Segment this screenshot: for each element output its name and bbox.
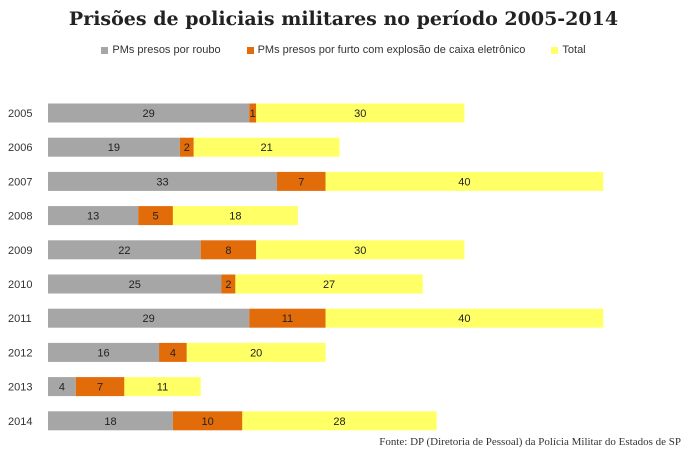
data-label: 2 bbox=[184, 142, 190, 154]
data-label: 1 bbox=[250, 108, 256, 120]
data-label: 8 bbox=[225, 245, 231, 257]
legend-label: PMs presos por furto com explosão de cai… bbox=[257, 44, 526, 56]
bar-segment bbox=[249, 308, 326, 328]
data-label: 13 bbox=[87, 211, 99, 223]
legend: PMs presos por roubo PMs presos por furt… bbox=[0, 44, 687, 56]
data-label: 4 bbox=[170, 347, 176, 359]
bar-segment bbox=[193, 137, 340, 157]
bar-segment bbox=[48, 377, 76, 397]
year-label: 2005 bbox=[8, 108, 32, 120]
legend-label: Total bbox=[562, 44, 586, 56]
data-label: 10 bbox=[201, 416, 213, 428]
data-label: 19 bbox=[108, 142, 120, 154]
bar-segment bbox=[179, 137, 194, 157]
year-label: 2009 bbox=[8, 245, 32, 257]
chart-title: Prisões de policiais militares no períod… bbox=[68, 8, 619, 30]
data-label: 29 bbox=[143, 313, 155, 325]
year-label: 2012 bbox=[8, 347, 32, 359]
data-label: 5 bbox=[153, 211, 159, 223]
legend-label: PMs presos por roubo bbox=[112, 44, 221, 56]
data-label: 7 bbox=[298, 176, 304, 188]
bar-segment bbox=[48, 342, 160, 362]
bar-segment bbox=[48, 206, 139, 226]
data-label: 40 bbox=[458, 313, 470, 325]
bar-segment bbox=[159, 342, 187, 362]
bar-segment bbox=[124, 377, 201, 397]
year-label: 2006 bbox=[8, 142, 32, 154]
year-label: 2014 bbox=[8, 416, 32, 428]
bar-segment bbox=[48, 103, 250, 123]
bar-segment bbox=[48, 240, 201, 260]
data-label: 11 bbox=[282, 313, 293, 325]
year-label: 2011 bbox=[8, 313, 32, 325]
data-label: 30 bbox=[354, 245, 366, 257]
legend-swatch bbox=[551, 46, 559, 54]
data-label: 27 bbox=[323, 279, 335, 291]
bar-segment bbox=[48, 274, 222, 294]
data-label: 30 bbox=[354, 108, 366, 120]
year-label: 2007 bbox=[8, 176, 32, 188]
data-label: 11 bbox=[157, 382, 168, 394]
data-label: 28 bbox=[333, 416, 345, 428]
data-label: 33 bbox=[156, 176, 168, 188]
data-label: 2 bbox=[225, 279, 231, 291]
data-label: 40 bbox=[458, 176, 470, 188]
bar-segment bbox=[221, 274, 236, 294]
legend-swatch bbox=[101, 46, 109, 54]
legend-item-roubo: PMs presos por roubo bbox=[101, 44, 221, 56]
bar-segment bbox=[249, 103, 257, 123]
bar-segment bbox=[186, 342, 326, 362]
bar-segment bbox=[172, 206, 298, 226]
year-label: 2010 bbox=[8, 279, 32, 291]
bar-segment bbox=[256, 103, 465, 123]
data-label: 16 bbox=[97, 347, 109, 359]
bar-segment bbox=[48, 411, 173, 431]
data-label: 21 bbox=[260, 142, 272, 154]
data-label: 7 bbox=[97, 382, 103, 394]
data-label: 22 bbox=[118, 245, 130, 257]
bar-segment bbox=[48, 171, 278, 191]
bar-segment bbox=[75, 377, 125, 397]
bar-segment bbox=[277, 171, 326, 191]
data-label: 18 bbox=[104, 416, 116, 428]
data-label: 4 bbox=[59, 382, 65, 394]
bar-segment bbox=[256, 240, 465, 260]
legend-swatch bbox=[246, 46, 254, 54]
legend-item-total: Total bbox=[551, 44, 586, 56]
year-label: 2013 bbox=[8, 382, 32, 394]
data-label: 25 bbox=[129, 279, 141, 291]
bar-segment bbox=[325, 308, 604, 328]
bar-segment bbox=[48, 137, 180, 157]
bar-segment bbox=[200, 240, 257, 260]
data-label: 18 bbox=[229, 211, 241, 223]
bar-segment bbox=[172, 411, 243, 431]
source-note: Fonte: DP (Diretoria de Pessoal) da Polí… bbox=[379, 436, 681, 448]
bar-segment bbox=[235, 274, 423, 294]
data-label: 29 bbox=[143, 108, 155, 120]
year-label: 2008 bbox=[8, 211, 32, 223]
bar-segment bbox=[138, 206, 173, 226]
bar-segment bbox=[325, 171, 604, 191]
bar-segment bbox=[242, 411, 437, 431]
bar-segment bbox=[48, 308, 250, 328]
legend-item-furto: PMs presos por furto com explosão de cai… bbox=[246, 44, 526, 56]
data-label: 20 bbox=[250, 347, 262, 359]
